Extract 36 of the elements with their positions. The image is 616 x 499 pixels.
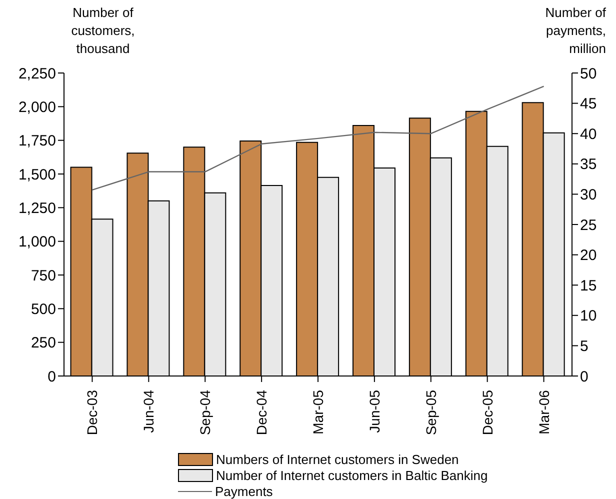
y2-tick-label: 25 xyxy=(580,216,597,234)
x-tick-label: Jun-04 xyxy=(140,390,157,433)
y2-tick-label: 5 xyxy=(580,338,588,356)
y-tick-label: 1,750 xyxy=(18,132,56,150)
y-tick-label: 1,250 xyxy=(18,200,56,217)
y-tick-label: 500 xyxy=(30,300,56,318)
y2-tick-label: 50 xyxy=(580,65,597,82)
legend-label: Payments xyxy=(215,484,273,498)
y2-tick-label: 30 xyxy=(580,186,597,204)
y2-axis-title: Number of payments, million xyxy=(544,4,606,58)
y-tick-label: 0 xyxy=(48,368,56,386)
x-tick-label: Jun-05 xyxy=(366,390,382,433)
y2-tick-label: 20 xyxy=(580,247,597,264)
y2-tick-label: 15 xyxy=(580,277,597,294)
y2-tick-label: 45 xyxy=(580,96,597,113)
y2-tick-label: 35 xyxy=(580,156,597,174)
y-tick-label: 750 xyxy=(30,267,56,284)
x-tick-label: Dec-03 xyxy=(84,390,100,436)
y-tick-label: 1,000 xyxy=(18,234,56,251)
x-tick-label: Mar-05 xyxy=(310,390,326,434)
legend-label: Numbers of Internet customers in Sweden xyxy=(216,452,459,466)
y2-tick-label: 40 xyxy=(580,126,597,143)
x-tick-label: Mar-06 xyxy=(536,390,552,434)
y2-tick-label: 0 xyxy=(580,368,588,386)
y-tick-label: 2,000 xyxy=(18,98,56,116)
y-axis-title: Number of customers, thousand xyxy=(70,4,136,58)
y-tick-label: 2,250 xyxy=(18,65,56,82)
y2-tick-label: 10 xyxy=(580,308,597,325)
y-tick-label: 250 xyxy=(30,334,56,352)
x-tick-label: Dec-04 xyxy=(254,390,270,436)
line-series xyxy=(92,86,544,191)
y-tick-label: 1,500 xyxy=(18,166,56,184)
legend-label: Number of Internet customers in Baltic Banking xyxy=(216,468,488,482)
x-tick-label: Dec-05 xyxy=(479,390,496,436)
x-tick-label: Sep-04 xyxy=(197,390,214,436)
x-tick-label: Sep-05 xyxy=(422,390,439,436)
